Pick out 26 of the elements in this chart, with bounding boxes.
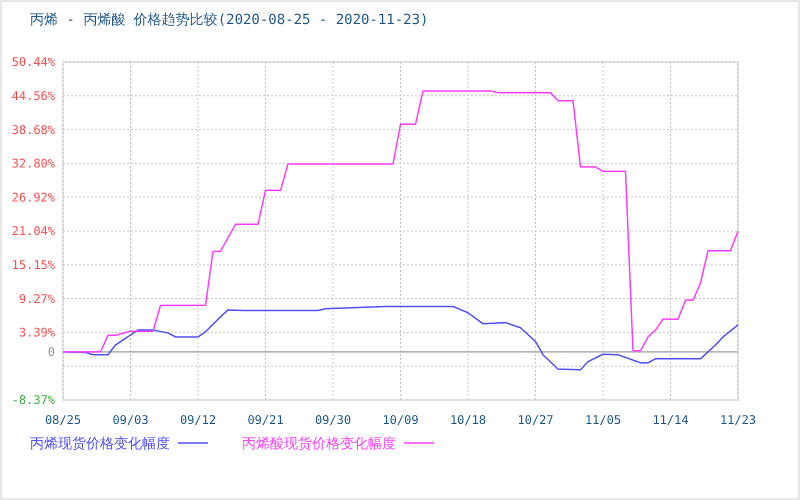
y-tick-label: 32.80%	[12, 156, 56, 171]
y-tick-label: 0	[48, 345, 55, 360]
chart-title: 丙烯 - 丙烯酸 价格趋势比较(2020-08-25 - 2020-11-23)	[30, 12, 428, 28]
x-tick-label: 09/30	[314, 413, 352, 427]
x-tick-label: 09/03	[112, 413, 149, 427]
x-tick-label: 10/18	[450, 413, 486, 427]
x-tick-label: 10/27	[517, 413, 554, 427]
line-series	[62, 90, 739, 353]
x-tick-label: 08/25	[44, 413, 82, 427]
y-tick-label: 44.56%	[12, 88, 56, 103]
x-tick-label: 11/05	[584, 413, 622, 427]
legend-label: 丙烯酸现货价格变化幅度	[242, 436, 396, 452]
y-tick-label: 3.39%	[18, 326, 56, 340]
x-tick-label: 09/21	[247, 413, 284, 427]
legend-label: 丙烯现货价格变化幅度	[30, 436, 170, 452]
x-tick-label: 09/12	[180, 413, 216, 427]
y-tick-label: 15.15%	[12, 258, 56, 272]
y-tick-label: 26.92%	[12, 190, 56, 204]
y-tick-label: -8.37%	[12, 393, 56, 408]
x-tick-label: 11/14	[652, 413, 689, 427]
y-tick-label: 38.68%	[12, 122, 56, 137]
x-tick-label: 10/09	[382, 413, 419, 427]
y-tick-label: 9.27%	[18, 292, 56, 306]
y-tick-label: 21.04%	[12, 224, 56, 238]
x-tick-label: 11/23	[720, 413, 756, 427]
y-tick-label: 50.44%	[12, 55, 56, 70]
